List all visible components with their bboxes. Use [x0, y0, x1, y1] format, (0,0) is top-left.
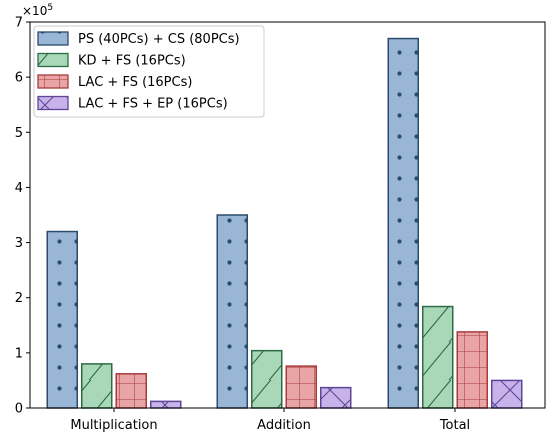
bar-2-multiplication — [81, 363, 113, 409]
legend-swatch-hatch — [38, 96, 68, 110]
y-tick-label: 2 — [15, 291, 23, 306]
bar-1-total — [387, 37, 419, 409]
legend-swatch-edge — [37, 74, 69, 89]
bar-hatch — [320, 387, 351, 408]
bar-hatch — [422, 306, 453, 408]
y-tick-label: 3 — [15, 236, 23, 251]
legend-swatch-edge — [37, 31, 69, 46]
legend-swatch-edge — [37, 95, 69, 111]
bar-2-total — [422, 305, 454, 409]
legend-label: PS (40PCs) + CS (80PCs) — [78, 32, 240, 47]
bar-hatch — [81, 363, 112, 408]
bars-layer — [46, 37, 523, 409]
bar-hatch — [47, 231, 78, 408]
bar-hatch — [457, 331, 488, 408]
bar-4-addition — [320, 386, 352, 409]
bar-hatch — [388, 38, 419, 409]
bar-hatch — [217, 215, 248, 408]
bar-2-addition — [251, 349, 283, 409]
bar-hatch — [491, 380, 522, 408]
legend-frame — [33, 25, 265, 118]
legend-swatch-hatch — [38, 32, 68, 45]
axes-frame — [29, 21, 546, 409]
bar-3-total — [456, 331, 488, 409]
bar-hatch — [150, 401, 181, 408]
y-tick-label: 6 — [15, 71, 23, 86]
legend-entry: KD + FS (16PCs) — [37, 52, 186, 69]
bar-4-multiplication — [150, 400, 182, 409]
y-tick-label: 7 — [15, 16, 23, 31]
bar-1-multiplication — [46, 230, 78, 409]
bar-4-total — [491, 379, 523, 409]
x-tick-label: Total — [439, 418, 470, 433]
legend-label: LAC + FS (16PCs) — [78, 75, 192, 90]
legend: PS (40PCs) + CS (80PCs) KD + FS (16PCs) LA… — [33, 25, 265, 118]
y-tick-label: 4 — [15, 181, 23, 196]
legend-entry: LAC + FS + EP (16PCs) — [37, 95, 228, 112]
legend-swatch-edge — [37, 52, 69, 68]
legend-swatch-hatch — [38, 53, 68, 67]
y-tick-label: 5 — [15, 126, 23, 141]
legend-label: LAC + FS + EP (16PCs) — [78, 97, 228, 112]
legend-entry: PS (40PCs) + CS (80PCs) — [37, 31, 240, 47]
legend-label: KD + FS (16PCs) — [78, 54, 186, 69]
y-tick-label: 1 — [15, 346, 23, 361]
bar-1-addition — [216, 214, 248, 409]
bar-hatch — [251, 350, 282, 408]
x-tick-label: Multiplication — [70, 418, 157, 433]
bar-3-multiplication — [115, 373, 147, 409]
legend-swatch-hatch — [38, 75, 68, 88]
y-tick-label: 0 — [15, 402, 23, 417]
x-tick-label: Addition — [257, 418, 311, 433]
legend-entry: LAC + FS (16PCs) — [37, 74, 192, 90]
y-axis-exponent: ×105 — [22, 3, 53, 18]
axes-layer: 0 1 2 3 4 5 6 7 Multiplication Addition Total — [15, 16, 546, 433]
bar-3-addition — [285, 365, 317, 409]
bar-hatch — [286, 366, 317, 408]
bar-hatch — [116, 373, 147, 408]
